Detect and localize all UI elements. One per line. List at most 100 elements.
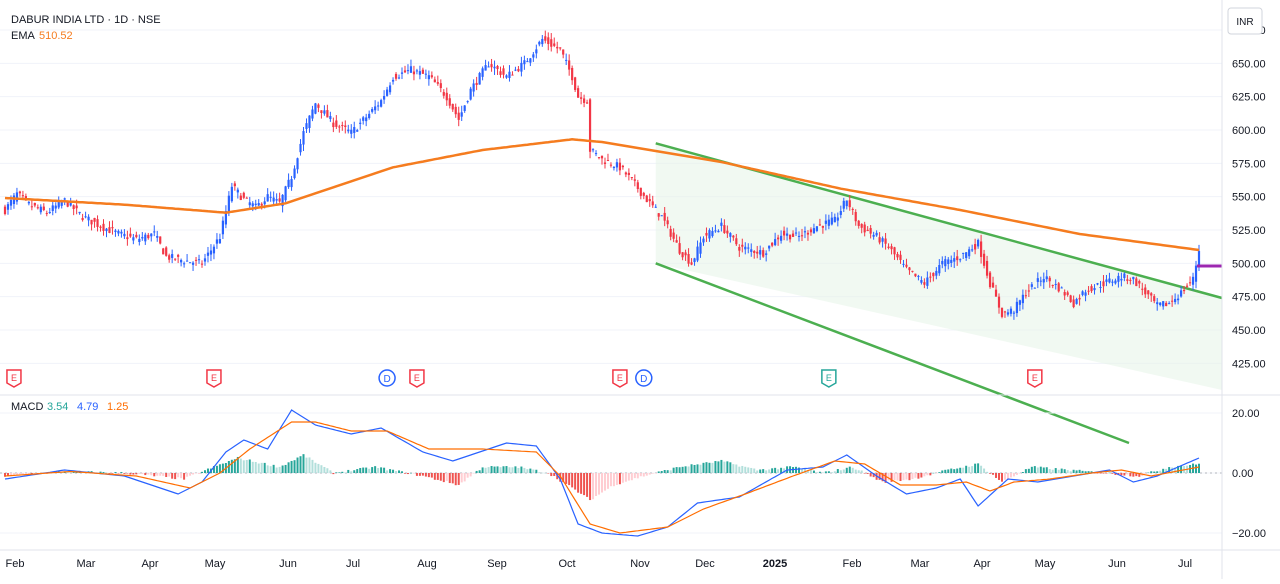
candle[interactable]	[1045, 276, 1048, 280]
ema-line[interactable]	[4, 138, 1200, 252]
macd-histogram-bar[interactable]	[669, 470, 672, 473]
macd-histogram-bar[interactable]	[863, 473, 866, 474]
candle[interactable]	[87, 216, 90, 221]
candle[interactable]	[762, 250, 765, 257]
candle[interactable]	[1093, 288, 1096, 291]
macd-histogram-bar[interactable]	[738, 466, 741, 473]
candle[interactable]	[99, 226, 102, 228]
candle[interactable]	[642, 192, 645, 196]
candle[interactable]	[574, 77, 577, 90]
candle[interactable]	[541, 38, 544, 45]
macd-line[interactable]	[4, 409, 1200, 537]
candle[interactable]	[884, 238, 887, 244]
candle[interactable]	[1159, 302, 1162, 305]
candle[interactable]	[914, 273, 917, 277]
macd-histogram-bar[interactable]	[920, 473, 923, 478]
earnings-marker[interactable]	[206, 369, 222, 388]
macd-pane[interactable]	[0, 409, 1222, 537]
macd-histogram-bar[interactable]	[723, 461, 726, 473]
candle[interactable]	[1066, 292, 1069, 295]
candle[interactable]	[520, 62, 523, 72]
candle[interactable]	[714, 230, 717, 232]
candle[interactable]	[1096, 283, 1099, 285]
macd-histogram-bar[interactable]	[472, 473, 475, 474]
macd-histogram-bar[interactable]	[809, 470, 812, 473]
candle[interactable]	[672, 232, 675, 239]
candle[interactable]	[580, 97, 583, 99]
candle[interactable]	[821, 225, 824, 228]
macd-histogram-bar[interactable]	[1153, 471, 1156, 473]
candle[interactable]	[1069, 295, 1072, 303]
candle[interactable]	[3, 206, 7, 214]
macd-histogram-bar[interactable]	[248, 459, 251, 473]
macd-histogram-bar[interactable]	[33, 473, 36, 474]
candle[interactable]	[1105, 279, 1108, 282]
macd-histogram-bar[interactable]	[108, 473, 111, 474]
macd-histogram-bar[interactable]	[1036, 467, 1039, 473]
macd-histogram-bar[interactable]	[293, 460, 296, 473]
candle[interactable]	[657, 213, 660, 217]
macd-histogram-bar[interactable]	[129, 473, 132, 475]
candle[interactable]	[132, 237, 135, 241]
macd-histogram-bar[interactable]	[830, 472, 833, 473]
macd-histogram-bar[interactable]	[750, 467, 753, 473]
candle[interactable]	[854, 212, 857, 222]
macd-histogram-bar[interactable]	[729, 462, 732, 473]
candle[interactable]	[263, 201, 266, 205]
candle[interactable]	[532, 54, 535, 58]
macd-histogram-bar[interactable]	[615, 473, 618, 485]
macd-histogram-bar[interactable]	[162, 473, 165, 476]
candle[interactable]	[878, 237, 881, 243]
candle[interactable]	[741, 244, 744, 247]
candle[interactable]	[797, 235, 801, 237]
candle[interactable]	[353, 127, 356, 133]
macd-histogram-bar[interactable]	[1018, 473, 1021, 474]
candle[interactable]	[1099, 286, 1102, 288]
macd-histogram-bar[interactable]	[1027, 468, 1030, 473]
candle[interactable]	[711, 231, 714, 237]
macd-histogram-bar[interactable]	[699, 464, 702, 473]
candle[interactable]	[460, 112, 463, 117]
macd-histogram-bar[interactable]	[678, 467, 681, 473]
candle[interactable]	[203, 258, 207, 262]
candle[interactable]	[1123, 273, 1126, 278]
candle[interactable]	[51, 205, 54, 212]
macd-histogram-bar[interactable]	[192, 473, 195, 475]
candle[interactable]	[559, 47, 562, 49]
macd-histogram-bar[interactable]	[1057, 469, 1060, 473]
macd-histogram-bar[interactable]	[460, 473, 463, 483]
candle[interactable]	[720, 222, 723, 226]
candle[interactable]	[941, 260, 944, 265]
macd-histogram-bar[interactable]	[642, 473, 645, 477]
candle[interactable]	[156, 235, 159, 238]
macd-histogram-bar[interactable]	[603, 473, 606, 491]
candle[interactable]	[842, 200, 845, 209]
macd-histogram-bar[interactable]	[944, 469, 947, 473]
macd-histogram-bar[interactable]	[905, 473, 908, 480]
macd-histogram-bar[interactable]	[1126, 473, 1129, 475]
macd-histogram-bar[interactable]	[147, 473, 150, 475]
candle[interactable]	[585, 102, 589, 104]
candle[interactable]	[723, 225, 726, 234]
macd-histogram-bar[interactable]	[111, 473, 114, 474]
macd-histogram-bar[interactable]	[899, 473, 902, 482]
macd-histogram-bar[interactable]	[454, 473, 457, 486]
macd-histogram-bar[interactable]	[896, 473, 899, 481]
candle[interactable]	[1150, 293, 1153, 296]
candle[interactable]	[206, 252, 210, 256]
macd-histogram-bar[interactable]	[233, 459, 236, 473]
candle[interactable]	[63, 198, 66, 200]
macd-histogram-bar[interactable]	[1006, 473, 1009, 480]
macd-histogram-bar[interactable]	[1147, 472, 1150, 474]
candle[interactable]	[639, 187, 642, 196]
macd-histogram-bar[interactable]	[311, 459, 314, 473]
macd-histogram-bar[interactable]	[1096, 473, 1099, 474]
macd-histogram-bar[interactable]	[732, 464, 735, 473]
macd-histogram-bar[interactable]	[329, 470, 332, 473]
candle[interactable]	[412, 71, 416, 75]
macd-histogram-bar[interactable]	[618, 473, 621, 485]
candle[interactable]	[860, 223, 863, 228]
candle[interactable]	[362, 117, 365, 121]
macd-histogram-bar[interactable]	[421, 473, 424, 476]
macd-histogram-bar[interactable]	[6, 473, 9, 477]
